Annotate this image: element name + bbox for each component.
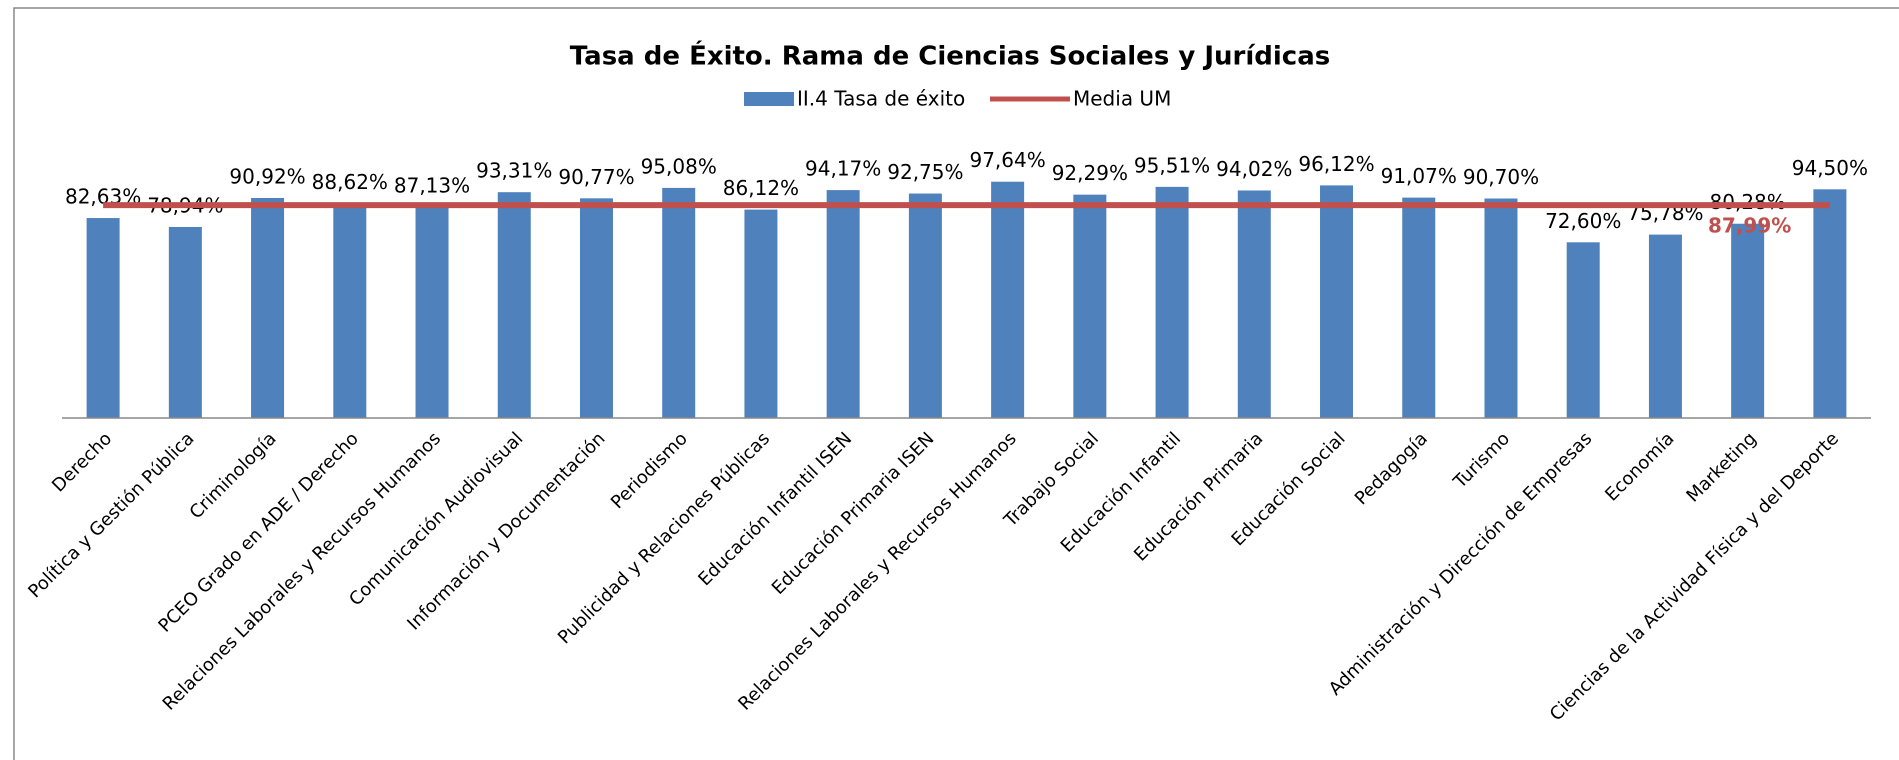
bar bbox=[1402, 197, 1436, 418]
data-label: 90,92% bbox=[229, 164, 305, 188]
data-label: 90,77% bbox=[558, 165, 634, 189]
data-label: 92,75% bbox=[887, 160, 963, 184]
data-label: 87,13% bbox=[394, 174, 470, 198]
bar bbox=[1237, 190, 1271, 418]
legend-label: Media UM bbox=[1073, 87, 1171, 111]
bar bbox=[497, 192, 531, 418]
bar bbox=[1813, 189, 1847, 418]
x-tick-label: Marketing bbox=[1682, 428, 1760, 506]
data-label: 93,31% bbox=[476, 159, 552, 183]
data-label: 96,12% bbox=[1298, 152, 1374, 176]
data-label: 86,12% bbox=[723, 176, 799, 200]
data-label: 91,07% bbox=[1381, 164, 1457, 188]
bar bbox=[251, 197, 285, 418]
bar bbox=[86, 218, 120, 418]
legend-swatch bbox=[744, 92, 794, 106]
bar bbox=[744, 209, 778, 418]
bar bbox=[826, 190, 860, 418]
bar bbox=[415, 207, 449, 418]
bar bbox=[1073, 194, 1107, 418]
data-label: 95,51% bbox=[1134, 153, 1210, 177]
data-label: 97,64% bbox=[969, 148, 1045, 172]
bar bbox=[1648, 234, 1682, 418]
legend-label: II.4 Tasa de éxito bbox=[797, 87, 965, 111]
x-tick-label: Economía bbox=[1601, 428, 1678, 505]
data-label: 94,50% bbox=[1792, 156, 1868, 180]
x-tick-label: Relaciones Laborales y Recursos Humanos bbox=[734, 428, 1020, 714]
data-label: 94,02% bbox=[1216, 157, 1292, 181]
bar bbox=[908, 193, 942, 418]
bar bbox=[579, 198, 613, 418]
bar bbox=[662, 187, 696, 418]
x-tick-label: Pedagogía bbox=[1351, 428, 1432, 509]
x-tick-label: Política y Gestión Pública bbox=[24, 428, 198, 602]
data-label: 72,60% bbox=[1545, 209, 1621, 233]
bar bbox=[1320, 185, 1354, 418]
x-tick-label: Turismo bbox=[1449, 428, 1514, 493]
chart-title: Tasa de Éxito. Rama de Ciencias Sociales… bbox=[570, 40, 1330, 72]
data-label: 95,08% bbox=[641, 154, 717, 178]
x-tick-label: Ciencias de la Actividad Física y del De… bbox=[1546, 428, 1843, 725]
bar bbox=[1566, 242, 1600, 418]
mean-label: 87,99% bbox=[1708, 214, 1791, 238]
bar bbox=[168, 226, 202, 418]
data-label: 92,29% bbox=[1052, 161, 1128, 185]
bar bbox=[1484, 198, 1518, 418]
x-tick-label: Educación Primaria ISEN bbox=[768, 428, 939, 599]
x-tick-label: Comunicación Audiovisual bbox=[345, 428, 527, 610]
x-tick-label: Derecho bbox=[48, 428, 116, 496]
x-tick-label: Periodismo bbox=[607, 428, 692, 513]
x-tick-label: Educación Infantil ISEN bbox=[694, 428, 856, 590]
chart-border bbox=[13, 7, 1899, 760]
data-label: 88,62% bbox=[312, 170, 388, 194]
bar bbox=[1155, 186, 1189, 418]
data-label: 94,17% bbox=[805, 157, 881, 181]
data-label: 90,70% bbox=[1463, 165, 1539, 189]
bar bbox=[333, 203, 367, 418]
bar bbox=[1731, 223, 1765, 418]
x-tick-label: Relaciones Laborales y Recursos Humanos bbox=[159, 428, 445, 714]
bar bbox=[991, 181, 1025, 418]
